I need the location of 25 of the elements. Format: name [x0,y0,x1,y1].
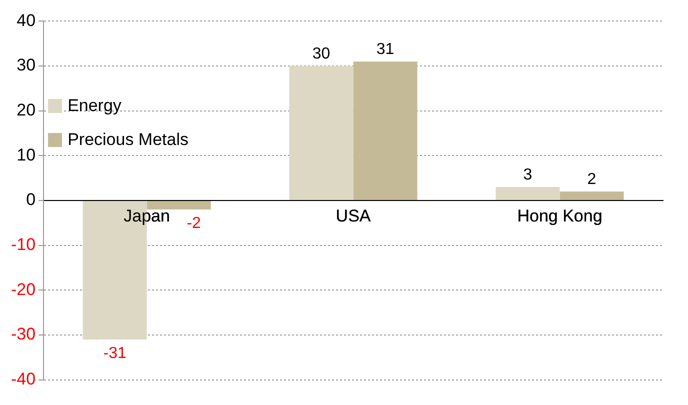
data-label: -2 [186,214,202,232]
legend-label: Energy [68,96,122,116]
y-tick-label: -30 [10,324,36,344]
y-tick-label: -10 [10,235,36,254]
legend-label: Precious Metals [68,130,188,150]
x-tick-label: USA [336,206,372,226]
bar [496,187,560,200]
y-tick-label: 10 [16,145,36,164]
y-tick-label: 40 [16,10,36,30]
x-tick-label: Japan [124,206,170,226]
bar [353,62,418,200]
x-tick-label: Hong Kong [517,206,602,226]
bar [289,66,354,200]
y-tick-label: 30 [16,56,36,75]
y-tick-label: -20 [10,280,36,299]
y-tick-label: 0 [26,190,36,210]
data-label: -31 [103,344,126,362]
data-label: 2 [587,170,596,188]
bar [146,201,211,210]
data-label: 31 [376,40,394,58]
y-tick-label: 20 [16,100,36,120]
bar [560,192,624,200]
data-label: 30 [312,45,330,62]
y-tick-label: -40 [10,369,36,388]
data-label: 3 [523,166,532,184]
